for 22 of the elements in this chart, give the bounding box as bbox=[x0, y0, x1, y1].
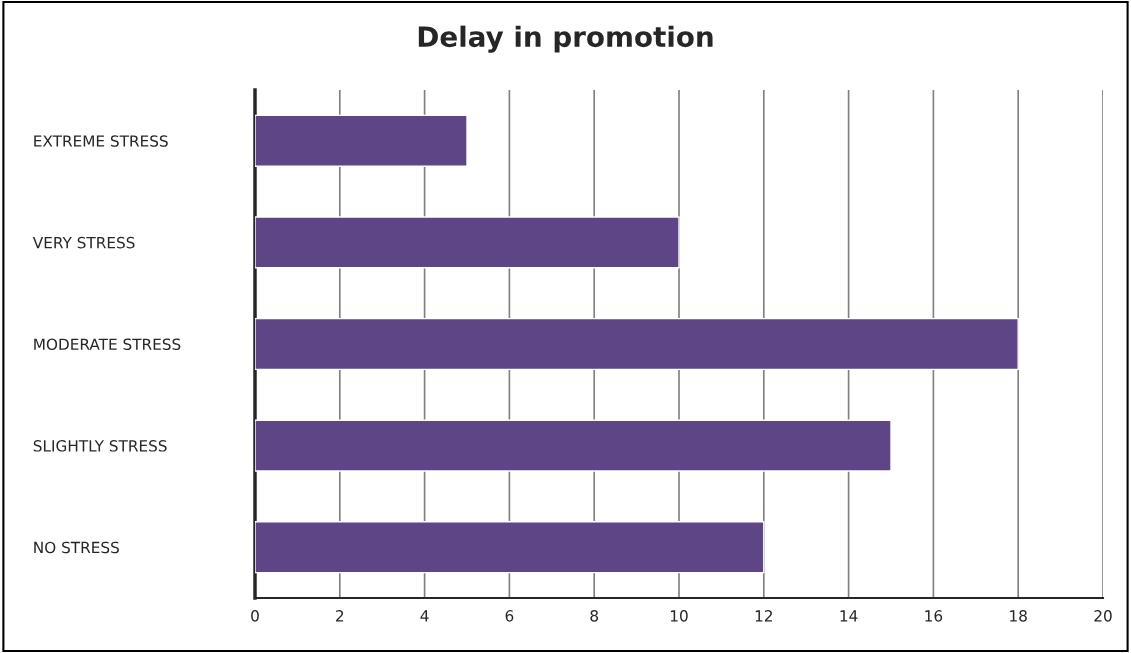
x-tick-label: 12 bbox=[755, 610, 772, 622]
y-tick-label: MODERATE STRESS bbox=[34, 338, 181, 351]
y-tick-label: EXTREME STRESS bbox=[34, 135, 168, 147]
x-tick-label: 14 bbox=[840, 610, 858, 622]
x-tick-label: 10 bbox=[670, 610, 688, 622]
bar bbox=[255, 114, 468, 167]
bar bbox=[255, 419, 892, 472]
x-tick-label: 16 bbox=[925, 610, 943, 622]
x-tick-label: 0 bbox=[251, 610, 259, 622]
x-tick-label: 8 bbox=[590, 610, 599, 622]
y-tick-label: SLIGHTLY STRESS bbox=[33, 440, 167, 452]
x-tick-label: 18 bbox=[1010, 610, 1027, 622]
y-tick-label: NO STRESS bbox=[34, 541, 119, 554]
x-tick-label: 6 bbox=[505, 610, 514, 622]
bar bbox=[255, 521, 765, 574]
x-tick-label: 4 bbox=[420, 610, 429, 622]
x-tick-label: 2 bbox=[336, 610, 344, 622]
y-tick-label: VERY STRESS bbox=[32, 236, 135, 249]
bar bbox=[255, 317, 1019, 371]
bar bbox=[255, 216, 680, 269]
chart-title: Delay in promotion bbox=[418, 25, 713, 53]
x-tick-label: 20 bbox=[1094, 610, 1112, 622]
